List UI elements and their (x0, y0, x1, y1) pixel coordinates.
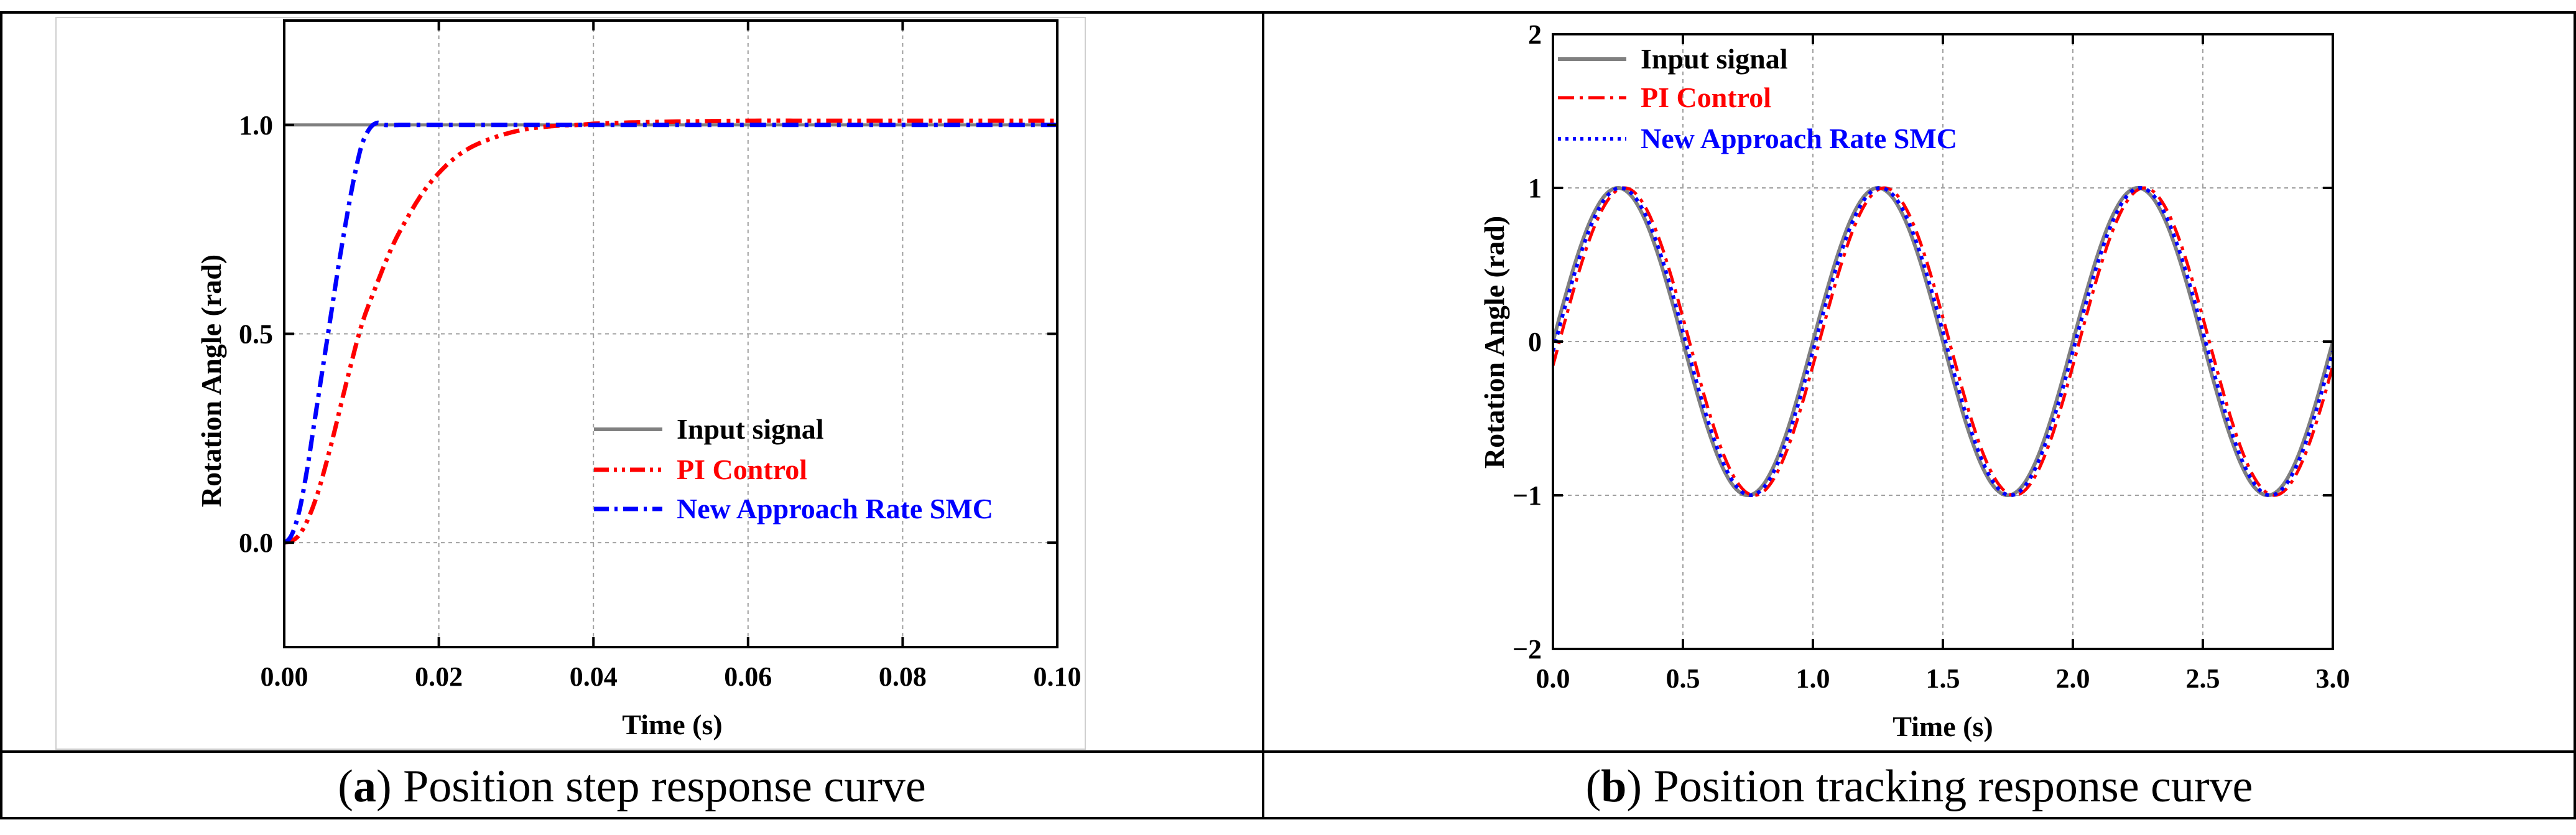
panel-a: 0.00 0.02 0.04 0.06 0.08 0.10 0.0 0.5 1.0 Time (… (55, 17, 1086, 750)
x-tick-label: 1.0 (1796, 663, 1830, 694)
legend-a-smc-label: New Approach Rate SMC (677, 493, 993, 525)
panel-a-frame (55, 17, 1086, 750)
plot-b-series (1553, 186, 2333, 497)
x-tick-label: 3.0 (2316, 663, 2350, 694)
legend-b-input-label: Input signal (1641, 43, 1788, 75)
plot-b: 0.0 0.5 1.0 1.5 2.0 2.5 3.0 −2 −1 0 1 2 (1513, 19, 2350, 694)
y-tick-label: 0.5 (239, 319, 273, 350)
figure-frame (0, 11, 2576, 819)
x-tick-label: 0.02 (415, 661, 463, 692)
y-tick-label: 1.0 (239, 110, 273, 141)
caption-a: (a) Position step response curve (338, 761, 925, 812)
plot-b-series-input-line (1553, 186, 2333, 497)
plot-a-series-pi-line (284, 118, 1057, 545)
caption-a-text: Position step response curve (392, 761, 926, 812)
plot-a-series-smc-line (284, 120, 1057, 545)
x-tick-label: 0.06 (724, 661, 772, 692)
y-tick-label: −2 (1513, 634, 1542, 665)
plot-a: 0.00 0.02 0.04 0.06 0.08 0.10 0.0 0.5 1.0 (239, 19, 1082, 692)
x-tick-label: 2.0 (2056, 663, 2090, 694)
x-tick-label: 0.0 (1536, 663, 1570, 694)
plot-a-ticks: 0.00 0.02 0.04 0.06 0.08 0.10 0.0 0.5 1.0 (239, 21, 1082, 692)
plot-b-series-pi-line (1553, 186, 2333, 497)
x-tick-label: 0.10 (1034, 661, 1082, 692)
x-tick-label: 0.08 (879, 661, 927, 692)
panel-b-y-axis-title: Rotation Angle (rad) (1478, 216, 1510, 469)
panel-b-legend: Input signal PI Control New Approach Rat… (1558, 43, 1957, 154)
y-tick-label: −1 (1513, 480, 1542, 511)
x-tick-label: 0.5 (1666, 663, 1700, 694)
panel-b-x-axis-title: Time (s) (1893, 711, 1993, 742)
caption-b: (b) Position tracking response curve (1586, 761, 2253, 812)
panel-a-y-axis-title: Rotation Angle (rad) (195, 254, 227, 507)
plot-a-grid (284, 21, 1057, 647)
plot-b-series-smc-line (1553, 186, 2333, 497)
caption-b-letter: b (1601, 761, 1626, 812)
x-tick-label: 1.5 (1926, 663, 1960, 694)
caption-a-letter: a (353, 761, 376, 812)
panel-b: 0.0 0.5 1.0 1.5 2.0 2.5 3.0 −2 −1 0 1 2 Time (s) Ro… (1478, 19, 2350, 742)
y-tick-label: 1 (1528, 173, 1542, 203)
x-tick-label: 0.04 (570, 661, 618, 692)
legend-b-pi-label: PI Control (1641, 82, 1771, 113)
y-tick-label: 0 (1528, 327, 1542, 357)
plot-b-ticks: 0.0 0.5 1.0 1.5 2.0 2.5 3.0 −2 −1 0 1 2 (1513, 19, 2350, 694)
y-tick-label: 2 (1528, 19, 1542, 50)
caption-b-text: Position tracking response curve (1642, 761, 2253, 812)
panel-a-x-axis-title: Time (s) (622, 709, 722, 740)
x-tick-label: 0.00 (261, 661, 308, 692)
legend-b-smc-label: New Approach Rate SMC (1641, 123, 1957, 154)
y-tick-label: 0.0 (239, 528, 273, 558)
plot-a-series (284, 118, 1057, 545)
x-tick-label: 2.5 (2186, 663, 2220, 694)
legend-a-pi-label: PI Control (677, 454, 807, 485)
panel-a-legend: Input signal PI Control New Approach Rat… (594, 413, 993, 525)
legend-a-input-label: Input signal (677, 413, 824, 445)
